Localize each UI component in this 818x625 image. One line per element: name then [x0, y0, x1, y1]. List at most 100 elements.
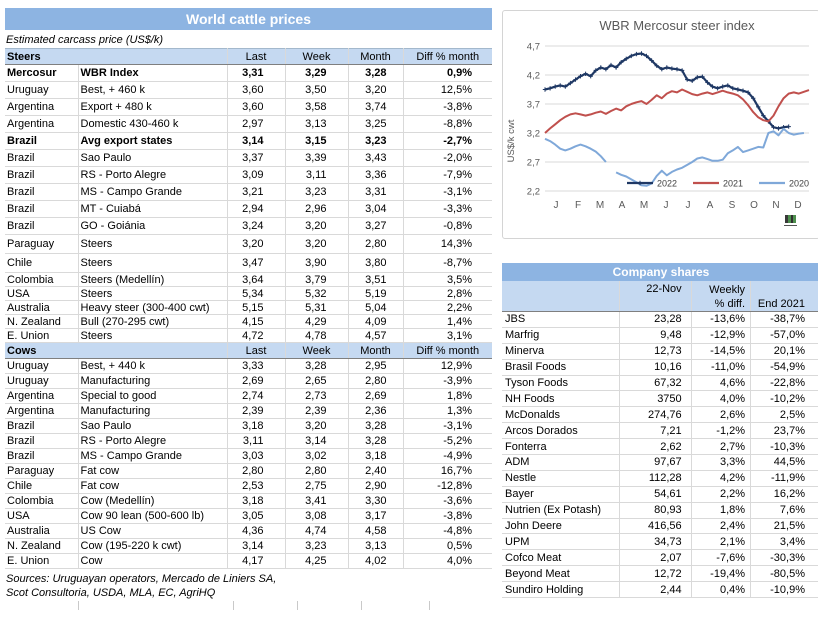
country-cell: USA	[5, 286, 79, 301]
description-cell: MS - Campo Grande	[78, 183, 228, 201]
description-cell: Manufacturing	[78, 373, 228, 389]
price-cell: 7,21	[619, 422, 692, 440]
company-row: Fonterra 2,62 2,7% -10,3%	[502, 438, 818, 456]
diff-cell: -2,0%	[403, 149, 493, 167]
diff-cell: 0,9%	[403, 64, 493, 82]
last-cell: 2,39	[227, 403, 286, 419]
end-2021-cell: -57,0%	[750, 327, 818, 344]
week-cell: 3,08	[285, 508, 349, 524]
diff-cell: 3,1%	[403, 328, 493, 343]
month-cell: 3,20	[348, 81, 404, 99]
end-2021-cell: 20,1%	[750, 343, 818, 360]
diff-cell: 12,9%	[403, 358, 493, 374]
week-cell: 3,14	[285, 433, 349, 449]
country-cell: Chile	[5, 478, 79, 494]
x-tick-label: M	[640, 200, 648, 211]
diff-cell: -12,8%	[403, 478, 493, 494]
company-name-cell: Bayer	[502, 486, 621, 503]
price-cell: 80,93	[619, 502, 692, 519]
description-cell: Export + 480 k	[78, 98, 228, 116]
description-cell: Best, + 460 k	[78, 81, 228, 99]
country-cell: Brazil	[5, 149, 79, 167]
price-cell: 2,07	[619, 549, 692, 567]
weekly-diff-cell: 2,1%	[691, 533, 752, 551]
chart-title: WBR Mercosur steer index	[599, 18, 755, 33]
company-row: Cofco Meat 2,07 -7,6% -30,3%	[502, 549, 818, 567]
company-name-cell: John Deere	[502, 518, 621, 535]
month-cell: 3,25	[348, 115, 404, 133]
diff-cell: 14,3%	[403, 234, 493, 254]
end-2021-cell: -10,3%	[750, 438, 818, 456]
cattle-panel-title: World cattle prices	[5, 8, 492, 30]
last-cell: 2,53	[227, 478, 286, 494]
x-tick-label: O	[750, 200, 758, 211]
description-cell: Cow	[78, 553, 228, 569]
week-cell: 3,90	[285, 253, 349, 273]
company-name-cell: Sundiro Holding	[502, 581, 621, 599]
diff-cell: 12,5%	[403, 81, 493, 99]
week-cell: 4,29	[285, 314, 349, 329]
cattle-prices-table: Steers Last Week Month Diff % month Mercosur W…	[5, 48, 493, 569]
end-2021-cell: -54,9%	[750, 359, 818, 376]
description-cell: US Cow	[78, 523, 228, 539]
table-row: Argentina Manufacturing 2,39 2,39 2,36 1,3%	[5, 403, 493, 419]
diff-cell: 1,4%	[403, 314, 493, 329]
company-name-cell: NH Foods	[502, 390, 621, 408]
table-row: Brazil RS - Porto Alegre 3,09 3,11 3,36 -7,9%	[5, 166, 493, 184]
steer-index-chart: WBR Mercosur steer index 4,7 4,2 3,7 3,2 2,7 2…	[502, 10, 818, 239]
price-cell: 2,62	[619, 438, 692, 456]
company-row: Beyond Meat 12,72 -19,4% -80,5%	[502, 565, 818, 583]
company-row: Bayer 54,61 2,2% 16,2%	[502, 486, 818, 503]
description-cell: RS - Porto Alegre	[78, 433, 228, 449]
table-row: E. Union Cow 4,17 4,25 4,02 4,0%	[5, 553, 493, 569]
y-tick-label: 3,7	[527, 100, 540, 111]
country-cell: Uruguay	[5, 81, 79, 99]
month-cell: 3,27	[348, 217, 404, 235]
weekly-diff-cell: 0,4%	[691, 581, 752, 599]
weekly-diff-cell: -1,2%	[691, 422, 752, 440]
column-header: Month	[348, 48, 404, 65]
end-2021-cell: 21,5%	[750, 518, 818, 535]
last-cell: 4,72	[227, 328, 286, 343]
diff-cell: -3,8%	[403, 98, 493, 116]
description-cell: Steers	[78, 328, 228, 343]
last-cell: 3,47	[227, 253, 286, 273]
table-row: Argentina Export + 480 k 3,60 3,58 3,74 -3,8%	[5, 98, 493, 116]
month-cell: 3,28	[348, 418, 404, 434]
sources-line-1: Sources: Uruguayan operators, Mercado de…	[6, 573, 277, 585]
description-cell: Cow (Medellín)	[78, 493, 228, 509]
month-cell: 2,95	[348, 358, 404, 374]
week-cell: 3,29	[285, 64, 349, 82]
country-cell: Argentina	[5, 98, 79, 116]
price-cell: 416,56	[619, 518, 692, 535]
description-cell: Sao Paulo	[78, 418, 228, 434]
weekly-diff-cell: 3,3%	[691, 454, 752, 471]
column-header: Month	[348, 342, 404, 359]
table-row: Australia Heavy steer (300-400 cwt) 5,15 5,…	[5, 300, 493, 315]
y-tick-label: 2,7	[527, 158, 540, 169]
last-cell: 2,74	[227, 388, 286, 404]
price-cell: 34,73	[619, 533, 692, 551]
legend-label-2020: 2020	[789, 179, 809, 189]
company-name-cell: Nestle	[502, 470, 621, 487]
company-name-cell: McDonalds	[502, 406, 621, 424]
table-row: USA Cow 90 lean (500-600 lb) 3,05 3,08 3,17-…	[5, 508, 493, 524]
week-cell: 3,28	[285, 358, 349, 374]
end-2021-cell: 2,5%	[750, 406, 818, 424]
end-2021-cell: -22,8%	[750, 375, 818, 392]
end-2021-cell: -10,9%	[750, 581, 818, 599]
country-cell: N. Zealand	[5, 314, 79, 329]
description-cell: Sao Paulo	[78, 149, 228, 167]
country-cell: Brazil	[5, 448, 79, 464]
diff-cell: -3,1%	[403, 418, 493, 434]
description-cell: Manufacturing	[78, 403, 228, 419]
table-row: Brazil GO - Goiánia 3,24 3,20 3,27 -0,8%	[5, 217, 493, 235]
week-cell: 3,41	[285, 493, 349, 509]
company-row: UPM 34,73 2,1% 3,4%	[502, 533, 818, 551]
table-row: Australia US Cow 4,36 4,74 4,58 -4,8%	[5, 523, 493, 539]
company-name-cell: Brasil Foods	[502, 359, 621, 376]
end-2021-cell: -11,9%	[750, 470, 818, 487]
price-cell: 3750	[619, 390, 692, 408]
legend-label-2022: 2022	[657, 179, 677, 189]
last-cell: 3,18	[227, 418, 286, 434]
